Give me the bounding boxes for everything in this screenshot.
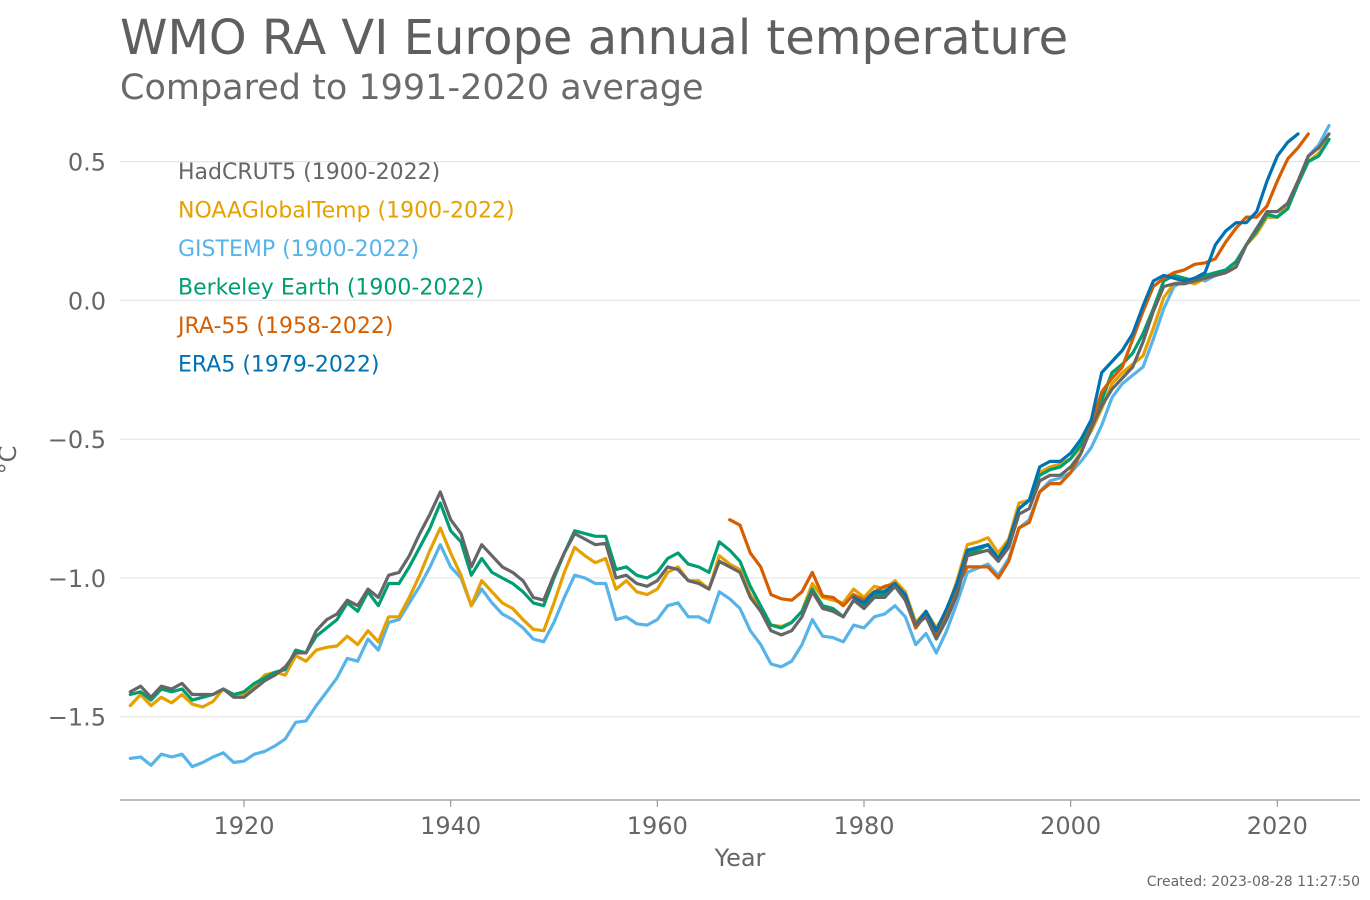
legend-entry: NOAAGlobalTemp (1900-2022) [178, 199, 515, 224]
x-tick-label: 1920 [213, 812, 274, 840]
series-lines [128, 123, 1331, 769]
series-line-era5 [852, 132, 1300, 633]
y-tick-label: −0.5 [48, 426, 106, 454]
series-line-jra55 [728, 132, 1310, 636]
created-timestamp: Created: 2023-08-28 11:27:50 [1146, 874, 1360, 890]
y-axis-title: °C [0, 446, 22, 475]
x-tick-label: 1940 [420, 812, 481, 840]
y-axis-ticks: 0.5 0.0 −0.5 −1.0 −1.5 [48, 149, 106, 732]
legend-entry: JRA-55 (1958-2022) [176, 314, 393, 339]
legend: HadCRUT5 (1900-2022) NOAAGlobalTemp (1900… [176, 160, 515, 378]
series-line-berkeley [128, 137, 1331, 702]
x-tick-label: 1980 [833, 812, 894, 840]
x-axis-title: Year [714, 844, 766, 872]
y-tick-label: −1.0 [48, 565, 106, 593]
x-axis-ticks: 1920 1940 1960 1980 2000 2020 [213, 800, 1308, 840]
x-tick-label: 1960 [627, 812, 688, 840]
series-line-hadcrut5 [128, 132, 1331, 699]
series-line-gistemp [128, 123, 1331, 769]
x-tick-label: 2020 [1247, 812, 1308, 840]
legend-entry: HadCRUT5 (1900-2022) [178, 160, 440, 185]
legend-entry: Berkeley Earth (1900-2022) [178, 276, 484, 301]
chart-title: WMO RA VI Europe annual temperature [120, 10, 1069, 66]
gridlines [120, 161, 1360, 718]
series-line-noaaglobaltemp [128, 137, 1331, 709]
y-tick-label: −1.5 [48, 704, 106, 732]
chart-subtitle: Compared to 1991-2020 average [120, 68, 704, 108]
x-tick-label: 2000 [1040, 812, 1101, 840]
legend-entry: ERA5 (1979-2022) [178, 353, 379, 378]
y-tick-label: 0.5 [68, 149, 106, 177]
y-tick-label: 0.0 [68, 287, 106, 315]
legend-entry: GISTEMP (1900-2022) [178, 237, 419, 262]
